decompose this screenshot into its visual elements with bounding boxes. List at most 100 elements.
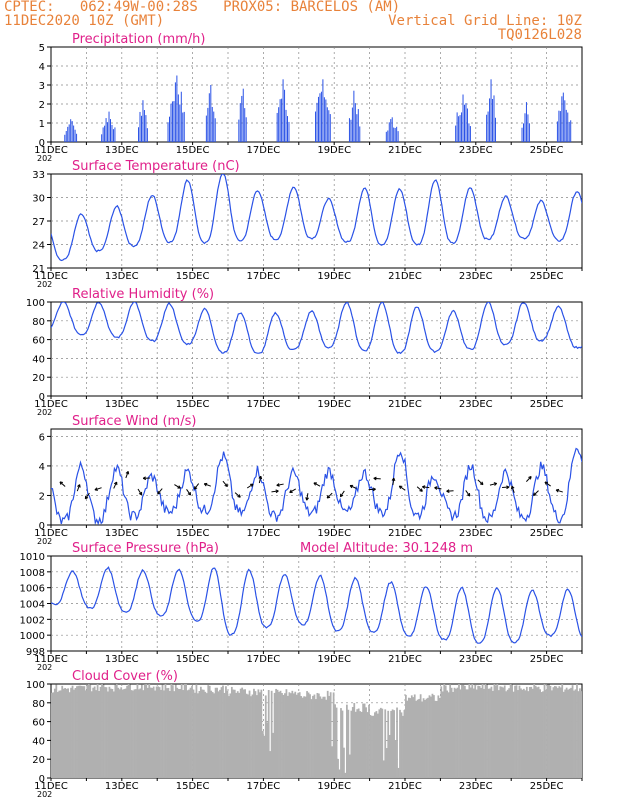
precip-bar bbox=[326, 107, 328, 142]
cloud-bar bbox=[523, 688, 525, 778]
cloud-bar bbox=[416, 699, 419, 778]
cloud-bar bbox=[385, 748, 388, 778]
wind-arrow bbox=[465, 490, 471, 497]
y-tick-label: 100 bbox=[26, 680, 45, 691]
wind-arrow bbox=[125, 471, 129, 479]
cloud-bar bbox=[174, 684, 177, 778]
precip-bar bbox=[167, 122, 169, 142]
wind-arrow bbox=[258, 476, 262, 484]
cloud-bar bbox=[233, 689, 236, 778]
cloud-bar bbox=[570, 687, 572, 778]
cloud-bar bbox=[73, 689, 75, 778]
panel-2: 21 24 27 30 33 11DEC 13DEC 15DEC 17DEC 19DEC 21DEC… bbox=[32, 159, 583, 289]
precip-bar bbox=[74, 129, 76, 142]
cloud-bar bbox=[273, 692, 276, 778]
cloud-bar bbox=[152, 686, 155, 778]
precip-bar bbox=[353, 90, 355, 142]
y-tick-label: 3 bbox=[39, 81, 45, 92]
precip-bar bbox=[279, 99, 281, 142]
precip-bar bbox=[67, 126, 69, 142]
precip-bar bbox=[354, 103, 356, 142]
panel-title: Cloud Cover (%) bbox=[72, 669, 178, 684]
precip-bar bbox=[170, 103, 172, 142]
cloud-bar bbox=[223, 692, 226, 778]
cloud-bar bbox=[561, 684, 564, 778]
cloud-bar bbox=[306, 691, 308, 778]
cloud-bar bbox=[518, 685, 521, 778]
cloud-bar bbox=[521, 689, 524, 778]
y-tick-label: 4 bbox=[39, 462, 45, 473]
wind-arrow bbox=[434, 487, 442, 490]
y-tick-label: 6 bbox=[39, 432, 45, 443]
precip-bar bbox=[521, 127, 523, 142]
wind-arrow bbox=[246, 483, 254, 489]
cloud-bar bbox=[555, 686, 558, 778]
wind-arrow-head bbox=[313, 482, 317, 486]
plot-area bbox=[51, 174, 582, 262]
cloud-bar bbox=[384, 709, 387, 778]
cloud-bar bbox=[261, 730, 264, 778]
cloud-bar bbox=[391, 709, 394, 778]
cloud-bar bbox=[558, 686, 561, 778]
cloud-bar bbox=[110, 688, 112, 778]
cloud-bar bbox=[194, 692, 196, 778]
wind-arrow-head bbox=[142, 476, 147, 481]
cloud-bar bbox=[164, 684, 167, 778]
cloud-bar bbox=[407, 697, 410, 778]
cloud-bar bbox=[207, 685, 210, 778]
cloud-bar bbox=[548, 684, 550, 778]
cloud-bar bbox=[310, 699, 313, 778]
cloud-bar bbox=[334, 704, 336, 778]
y-tick-label: 1000 bbox=[20, 631, 45, 642]
precip-bar bbox=[183, 111, 185, 142]
precip-bar bbox=[139, 111, 141, 142]
y-tick-label: 2 bbox=[39, 100, 45, 111]
precip-bar bbox=[565, 109, 567, 142]
cloud-bar bbox=[241, 687, 244, 778]
x-tick-label: 17DEC bbox=[247, 654, 281, 665]
wind-arrow-head bbox=[373, 476, 377, 481]
cloud-bar bbox=[228, 696, 230, 778]
y-tick-label: 60 bbox=[32, 718, 45, 729]
header-date: 11DEC2020 10Z (GMT) bbox=[4, 13, 165, 29]
cloud-bar bbox=[375, 711, 378, 778]
precip-bar bbox=[490, 79, 492, 142]
cloud-bar bbox=[573, 690, 575, 778]
wind-arrow bbox=[137, 488, 143, 496]
cloud-bar bbox=[288, 692, 291, 778]
cloud-bar bbox=[403, 710, 406, 778]
cloud-bar bbox=[126, 685, 128, 778]
precip-bar bbox=[214, 118, 216, 142]
cloud-bar bbox=[431, 693, 434, 778]
precip-bar bbox=[494, 117, 496, 142]
precip-bar bbox=[524, 113, 526, 142]
precip-bar bbox=[176, 75, 178, 142]
cloud-bar bbox=[266, 722, 269, 778]
wind-arrow bbox=[477, 479, 484, 485]
cloud-bar bbox=[579, 688, 581, 778]
cloud-bar bbox=[101, 684, 103, 778]
cloud-bar bbox=[282, 694, 285, 778]
precip-bar bbox=[527, 114, 529, 142]
cloud-bar bbox=[530, 686, 533, 778]
cloud-bar bbox=[298, 692, 301, 778]
cloud-bar bbox=[503, 685, 506, 778]
cloud-bar bbox=[117, 687, 120, 778]
cloud-bar bbox=[556, 688, 559, 778]
cloud-bar bbox=[124, 688, 127, 778]
y-tick-label: 20 bbox=[32, 373, 45, 384]
cloud-bar bbox=[70, 687, 72, 778]
wind-arrow-head bbox=[237, 494, 241, 498]
precip-bar bbox=[466, 108, 468, 142]
panel-3: 0 20 40 60 80 100 11DEC 13DEC 15DEC 17DEC 19DEC 21D… bbox=[26, 287, 583, 417]
cloud-bar bbox=[505, 691, 508, 778]
x-tick-label: 25DEC bbox=[530, 781, 564, 792]
cloud-bar bbox=[309, 694, 311, 778]
cloud-bar bbox=[107, 691, 109, 778]
cloud-bar bbox=[89, 684, 92, 778]
cloud-bar bbox=[418, 698, 421, 778]
precip-bar bbox=[390, 119, 392, 142]
cloud-bar bbox=[427, 697, 429, 778]
x-year-label-clipped: 202 bbox=[37, 537, 52, 546]
